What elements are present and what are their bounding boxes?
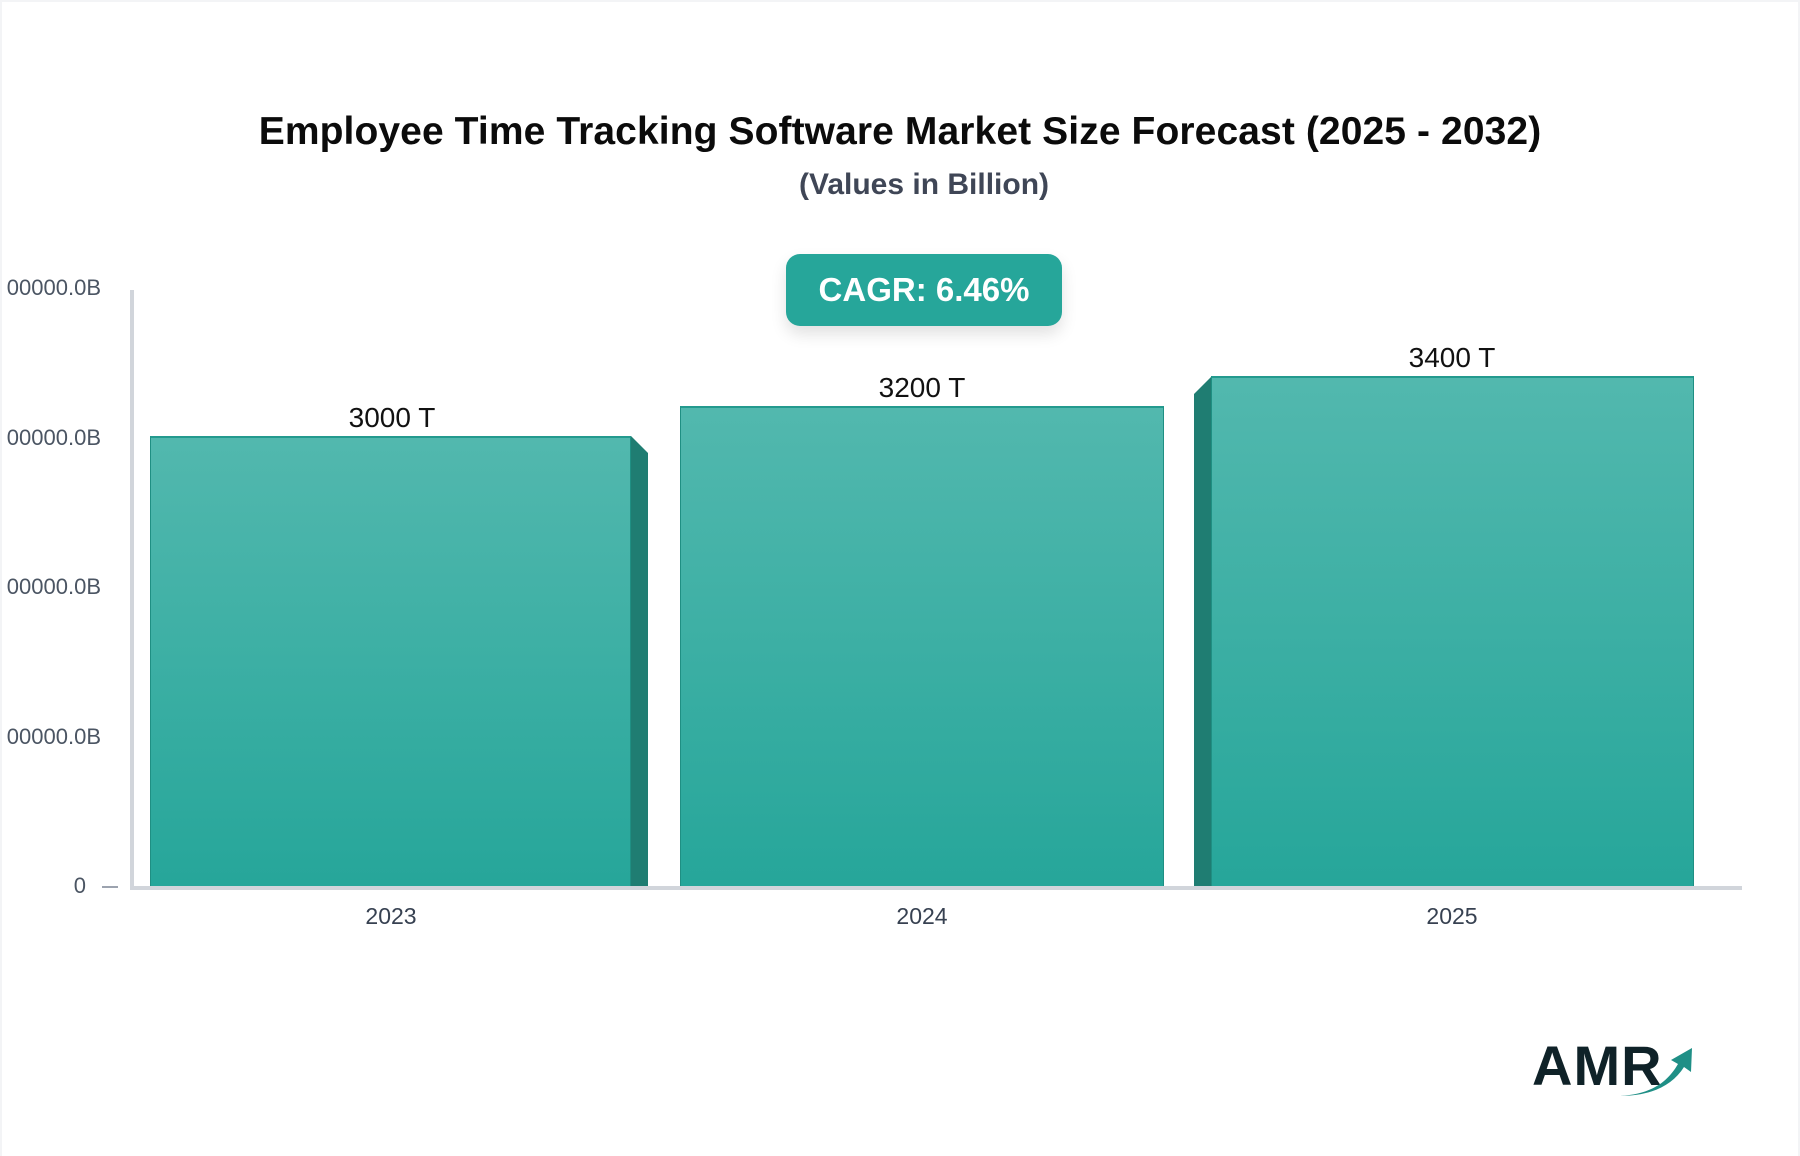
bar-front <box>150 436 631 886</box>
bar-value-label: 3400 T <box>1408 342 1496 373</box>
x-tick-label-2024: 2024 <box>896 903 948 929</box>
bar-side <box>631 436 648 886</box>
logo-text: AMR <box>1532 1034 1663 1097</box>
x-tick-label-2023: 2023 <box>365 903 417 929</box>
y-axis-line <box>130 290 134 890</box>
amr-logo: AMR <box>1528 1036 1708 1106</box>
cagr-label: CAGR: 6.46% <box>818 271 1030 308</box>
y-tick-label-2: 00000.0B <box>6 574 101 599</box>
bar-value-label: 3200 T <box>878 372 966 403</box>
x-tick-label-2025: 2025 <box>1426 903 1478 929</box>
chart-title: Employee Time Tracking Software Market S… <box>258 110 1542 153</box>
bar-value-label: 3000 T <box>348 402 436 433</box>
trend-arrow-icon <box>1620 1048 1692 1096</box>
x-axis-line <box>130 886 1742 890</box>
y-tick-label-1: 00000.0B <box>6 724 101 749</box>
bar-side <box>1194 376 1212 886</box>
bar-front <box>680 406 1164 886</box>
chart-subtitle: (Values in Billion) <box>798 168 1050 201</box>
y-tick-label-3: 00000.0B <box>6 425 101 450</box>
y-tick-mark-0 <box>102 886 118 888</box>
y-tick-label-4: 00000.0B <box>6 275 101 300</box>
y-tick-label-0: 0 <box>73 873 86 898</box>
bar-front <box>1211 376 1694 886</box>
cagr-badge: CAGR: 6.46% <box>786 254 1062 326</box>
